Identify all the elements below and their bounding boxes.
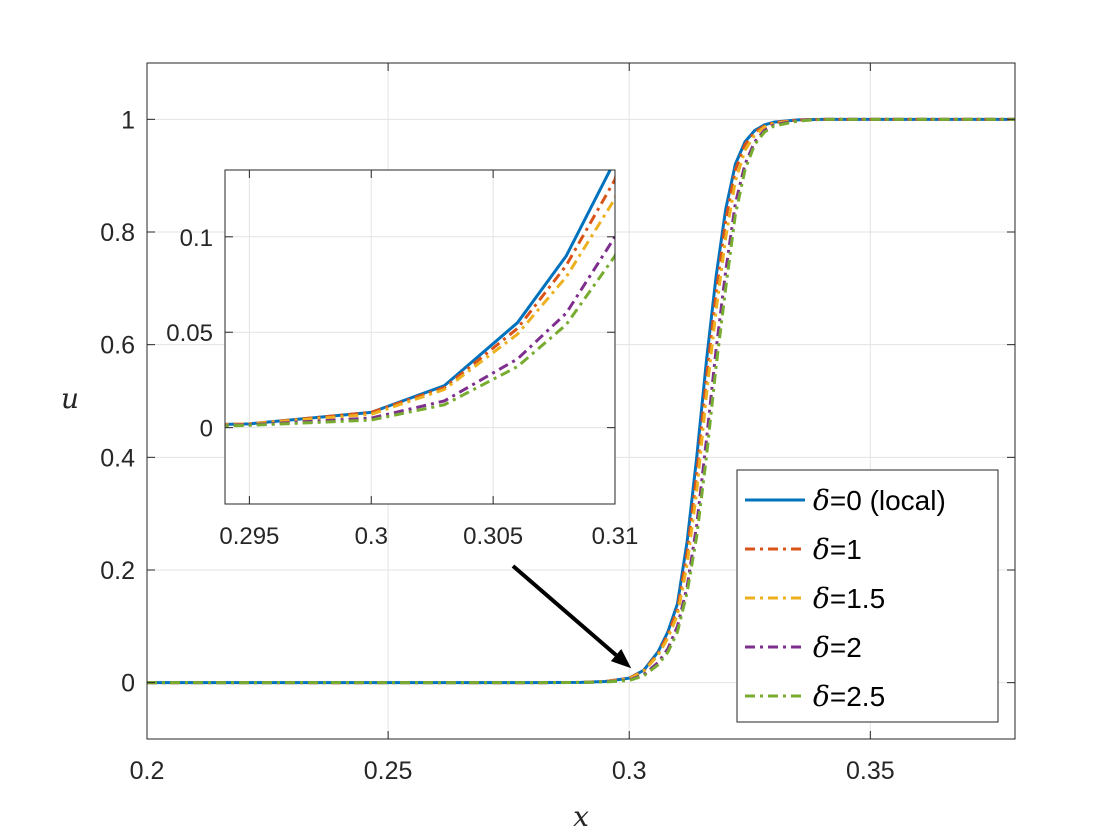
legend-delta-symbol: δ xyxy=(813,533,830,566)
legend-entry-value: =0 (local) xyxy=(830,485,946,516)
main-y-tick-label: 0.8 xyxy=(100,219,135,247)
main-y-tick-label: 0 xyxy=(121,670,135,698)
inset-y-ticks: 0 0.05 0.1 xyxy=(166,225,615,443)
inset-x-tick-label: 0.31 xyxy=(592,523,639,550)
legend-delta-symbol: δ xyxy=(813,631,830,664)
legend-box xyxy=(736,469,999,723)
inset-x-tick-label: 0.3 xyxy=(355,523,388,550)
inset-series-line-0 xyxy=(225,170,612,426)
inset-series-group xyxy=(225,170,615,428)
main-y-tick-label: 0.6 xyxy=(100,332,135,360)
main-x-tick-label: 0.2 xyxy=(130,757,165,785)
arrow-head xyxy=(610,649,632,669)
legend-delta-symbol: δ xyxy=(813,484,830,517)
legend-delta-symbol: δ xyxy=(813,680,830,713)
legend-entry-value: =2 xyxy=(830,632,862,663)
legend-entry-label: δ=2.5 xyxy=(813,680,885,713)
inset-y-tick-label: 0.05 xyxy=(166,320,213,347)
main-y-tick-label: 0.2 xyxy=(100,557,135,585)
main-x-tick-label: 0.25 xyxy=(364,757,413,785)
main-x-tick-label: 0.3 xyxy=(612,757,647,785)
main-x-ticks: 0.2 0.25 0.3 0.35 xyxy=(130,63,895,785)
inset-x-ticks: 0.295 0.3 0.305 0.31 xyxy=(219,170,638,550)
main-axes-box xyxy=(146,62,1016,740)
legend-entry-value: =1.5 xyxy=(830,583,885,614)
inset-y-tick-label: 0.1 xyxy=(180,225,213,252)
legend-entry-label: δ=1 xyxy=(813,533,862,566)
y-axis-label: u xyxy=(61,382,79,415)
legend-entry-label: δ=2 xyxy=(813,631,862,664)
arrow-shaft xyxy=(511,564,618,657)
main-y-tick-label: 0.4 xyxy=(100,444,135,472)
legend-entry-value: =1 xyxy=(830,534,862,565)
legend-entry-value: =2.5 xyxy=(830,681,885,712)
inset-plot-area xyxy=(225,170,615,504)
inset-x-tick-label: 0.305 xyxy=(463,523,523,550)
legend: δ=0 (local)δ=1δ=1.5δ=2δ=2.5 xyxy=(736,469,999,723)
main-y-tick-label: 1 xyxy=(121,106,135,134)
inset-x-tick-label: 0.295 xyxy=(219,523,279,550)
main-series-line-4 xyxy=(147,117,1015,685)
main-y-ticks: 0 0.2 0.4 0.6 0.8 1 xyxy=(100,106,1015,698)
inset-y-tick-label: 0 xyxy=(200,416,213,443)
legend-entry-label: δ=0 (local) xyxy=(813,484,946,517)
legend-delta-symbol: δ xyxy=(813,582,830,615)
annotation-arrow xyxy=(511,564,632,669)
main-x-tick-label: 0.35 xyxy=(846,757,895,785)
x-axis-label: x xyxy=(573,800,589,833)
inset-axes: 0.295 0.3 0.305 0.31 0 0.05 0.1 xyxy=(166,169,638,550)
main-series-group xyxy=(147,117,1015,685)
legend-entry-label: δ=1.5 xyxy=(813,582,885,615)
inset-axes-box xyxy=(224,169,616,505)
